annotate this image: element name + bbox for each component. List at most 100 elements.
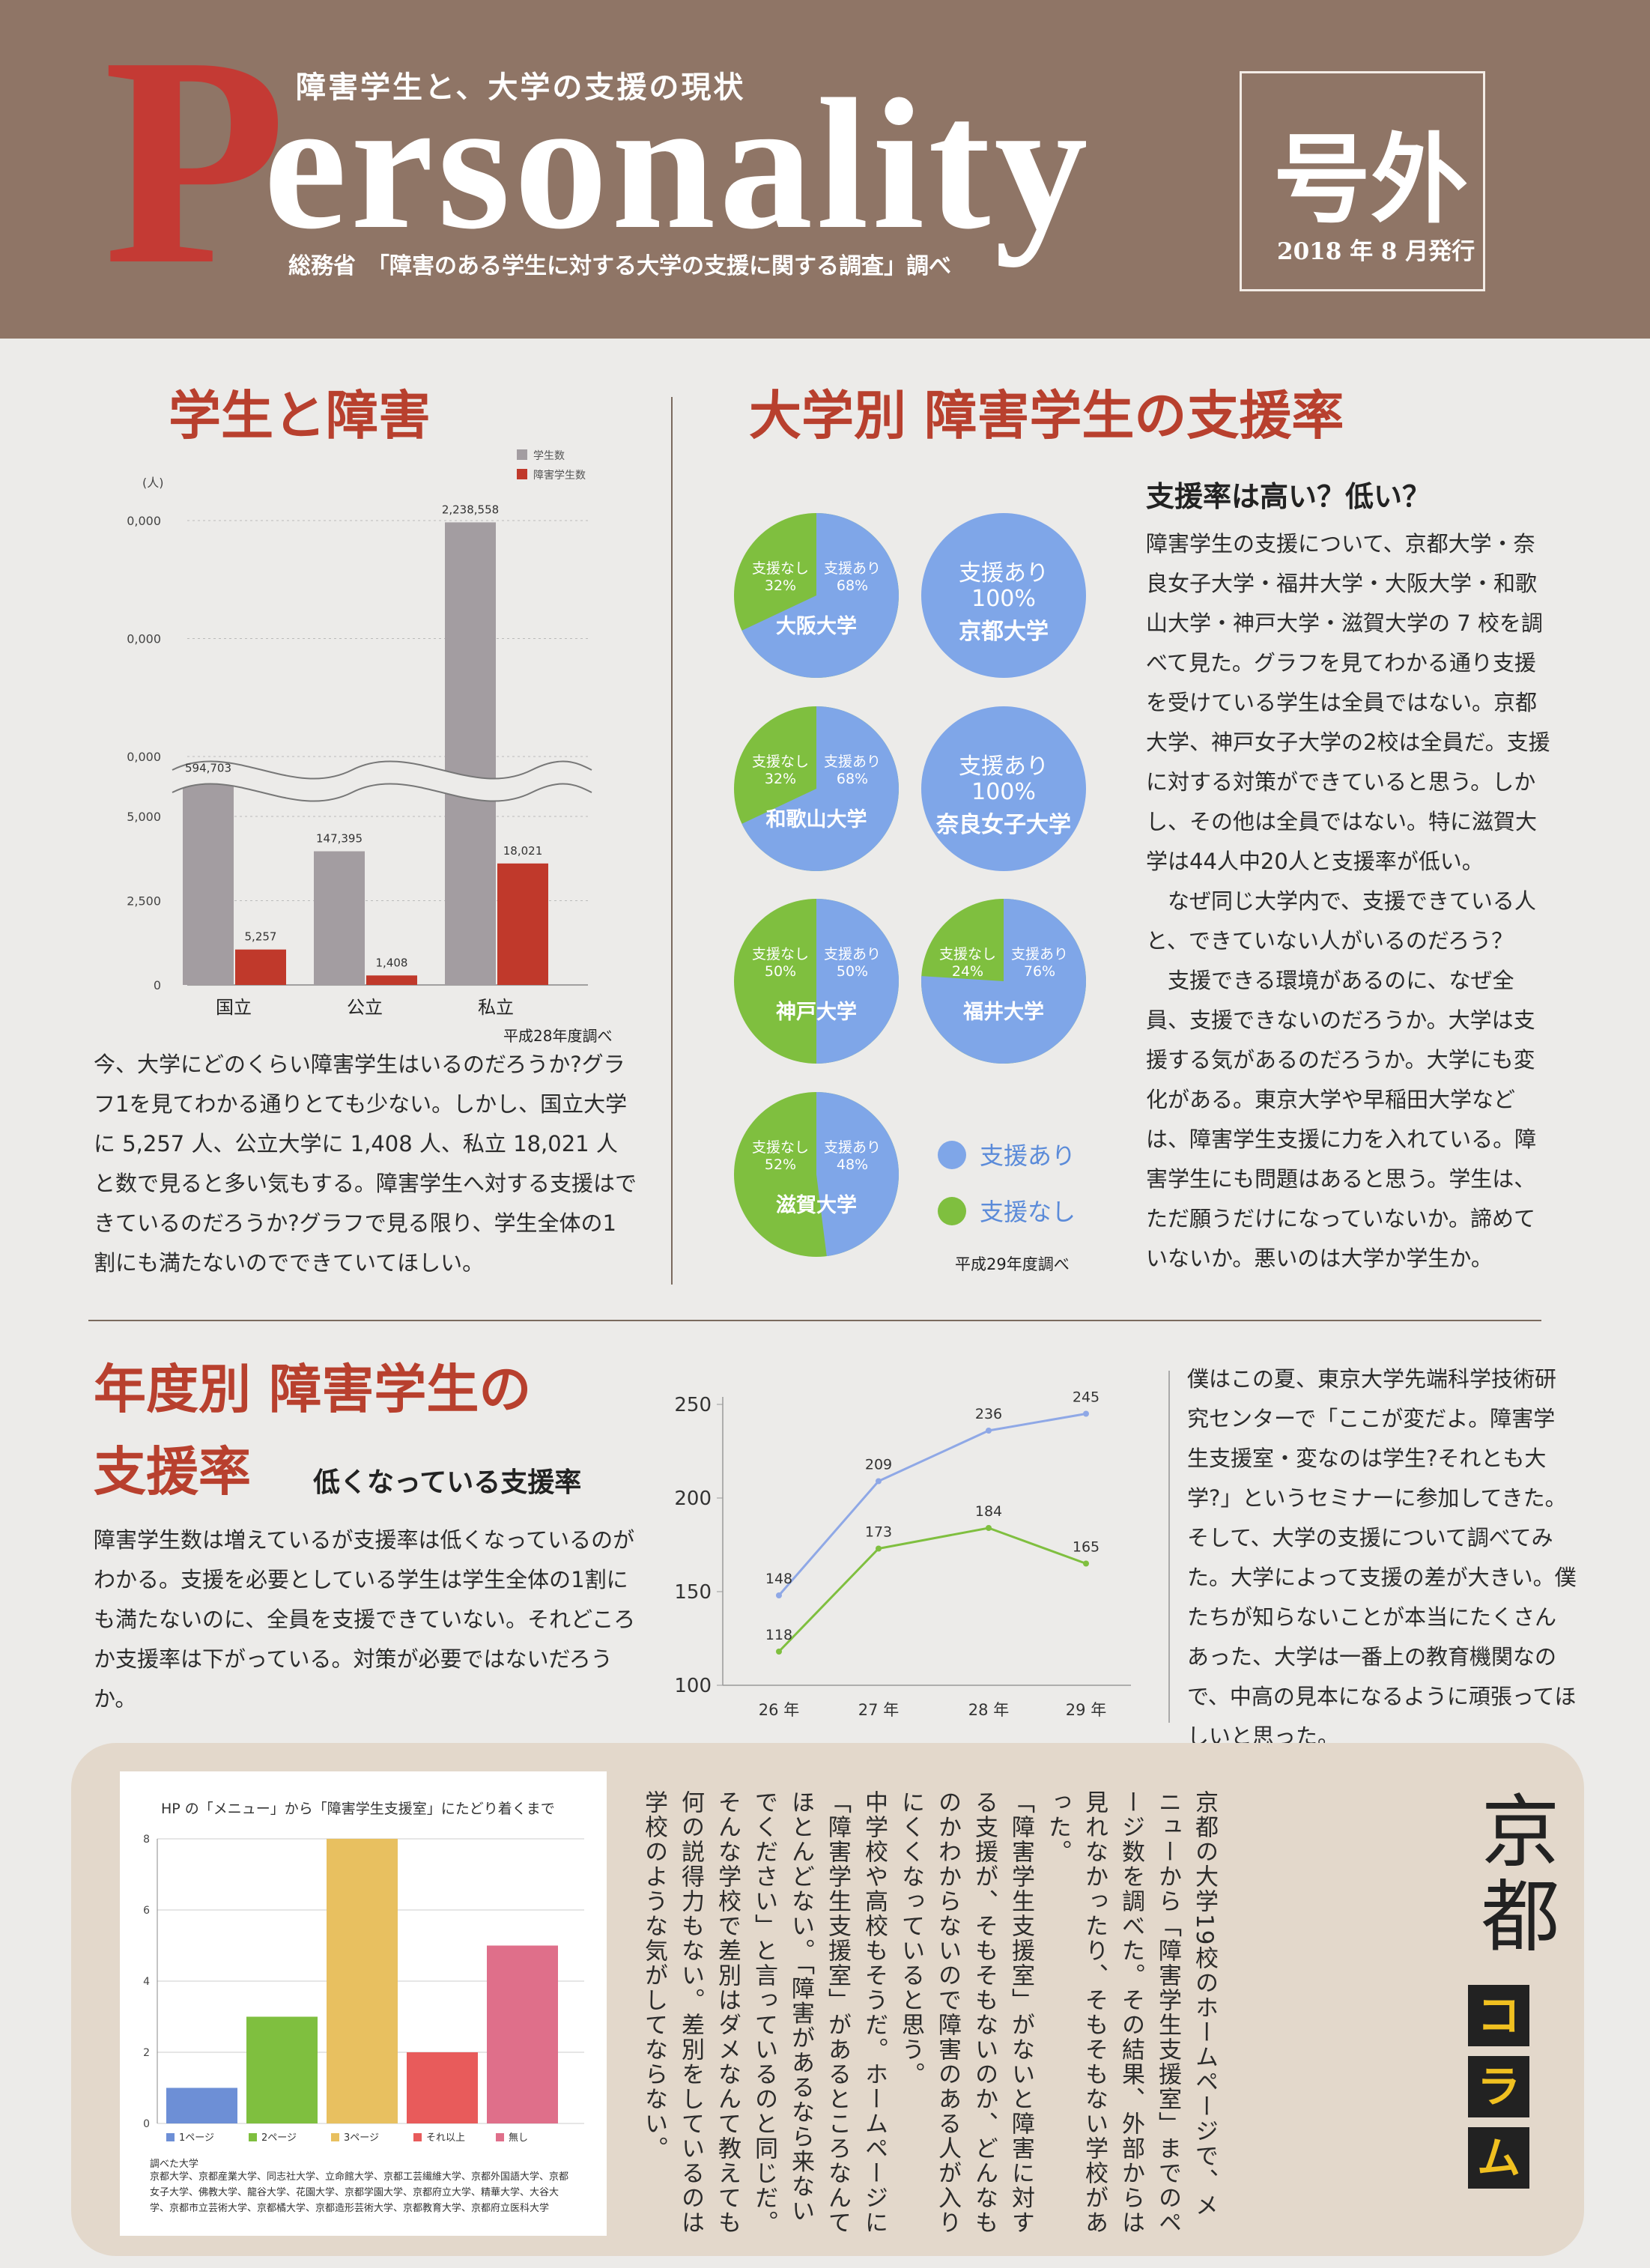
pie-no-label: 52% [765, 1156, 796, 1173]
y-tick-label: 2,250,000 [127, 514, 161, 528]
pie-university-name: 奈良女子大学 [935, 812, 1071, 838]
column-chart-title: HP の「メニュー」から「障害学生支援室」にたどり着くまで [161, 1801, 555, 1817]
pie-yes-label: 48% [837, 1156, 868, 1173]
column-text: 京都の大学19校のホームページで、メニューから「障害学生支援室」までのページ数を… [640, 1790, 1218, 2235]
pie-no-label: 支援なし [939, 946, 996, 962]
column-label-mu: ム [1468, 2127, 1529, 2189]
y-tick-label: 0 [143, 2118, 150, 2130]
section2-title: 大学別 障害学生の支援率 [749, 385, 1344, 446]
logo-initial: P [103, 0, 287, 327]
pie-yes-label: 50% [837, 963, 868, 980]
legend-label: 1ページ [179, 2132, 214, 2144]
student-count-bar [183, 780, 234, 985]
data-label: 165 [1073, 1539, 1100, 1556]
section2-chart-note: 平成29年度調べ [955, 1255, 1070, 1273]
y-tick-label: 250 [674, 1394, 712, 1416]
students-disability-bar-chart: 0 12,500 25,000 750,000 1,500,000 2,250,000 (人… [127, 449, 592, 1018]
data-label: 184 [975, 1503, 1002, 1520]
y-tick-label: 2 [143, 2047, 150, 2059]
column-label-kyoto: 京都 [1468, 1790, 1559, 1959]
pie-university-name: 和歌山大学 [766, 807, 867, 831]
pie-no-label: 支援なし [752, 560, 809, 577]
pie-slice-yes [921, 706, 1086, 871]
legend-no-label: 支援なし [980, 1198, 1076, 1226]
y-tick-label: 4 [143, 1976, 150, 1988]
support-rate-pie-charts: 支援なし32%支援あり68%大阪大学支援あり100%京都大学支援なし32%支援あ… [734, 513, 1086, 1257]
section3-title-line2: 支援率 [94, 1441, 251, 1503]
pie-no-label: 支援なし [752, 1139, 809, 1156]
pie-slice-yes [741, 513, 899, 678]
section3-title-line1: 年度別 障害学生の [94, 1359, 532, 1420]
series-line-1 [777, 1413, 1087, 1596]
surveyed-label: 調べた大学 [150, 2159, 199, 2170]
series-point [776, 1649, 782, 1655]
data-label: 148 [765, 1571, 792, 1587]
section3-side-text: 僕はこの夏、東京大学先端科学技術研究センターで「ここが変だよ。障害学生支援室・変… [1187, 1366, 1577, 1749]
legend-label-disabled: 障害学生数 [533, 470, 586, 482]
pie-yes-label: 支援あり [824, 754, 881, 770]
side-divider [1168, 1371, 1170, 1723]
gogai-label: 号外 [1273, 123, 1469, 237]
series-point [986, 1428, 992, 1434]
pie-no-label: 32% [765, 771, 796, 787]
legend-yes-swatch [938, 1141, 966, 1169]
x-tick-label: 27 年 [858, 1701, 899, 1719]
pie-yes-label: 100% [971, 779, 1036, 805]
series-point [986, 1525, 992, 1531]
pie-university-name: 京都大学 [959, 619, 1049, 645]
legend-yes-label: 支援あり [980, 1141, 1076, 1170]
section3-body: 障害学生数は増えているが支援率は低くなっているのがわかる。支援を必要としている学… [94, 1527, 636, 1711]
x-category-label: 私立 [478, 997, 514, 1018]
y-tick-label: 8 [143, 1834, 150, 1846]
data-label: 173 [865, 1524, 892, 1541]
y-tick-label: 200 [674, 1488, 712, 1510]
disabled-count-bar [235, 949, 286, 985]
section2-para-1: 障害学生の支援について、京都大学・奈良女子大学・福井大学・大阪大学・和歌山大学・… [1146, 531, 1550, 874]
pie-no-label: 支援なし [752, 946, 809, 962]
series-point [1083, 1560, 1089, 1567]
pie-no-label: 支援なし [752, 754, 809, 770]
pie-yes-label: 100% [971, 586, 1036, 612]
y-tick-label: 25,000 [127, 810, 161, 824]
logo-text: ersonality [264, 61, 1092, 268]
legend-swatch [331, 2133, 339, 2141]
axis-break-wave [172, 783, 592, 802]
column-divider [671, 397, 673, 1285]
pie-slice-yes [921, 899, 1086, 1064]
pie-no-label: 24% [952, 963, 983, 980]
student-count-label: 2,238,558 [442, 503, 499, 516]
pie-slice-yes [741, 706, 899, 871]
legend-no-swatch [938, 1197, 966, 1225]
page-count-bar [407, 2052, 478, 2123]
column-label-ra: ラ [1468, 2056, 1529, 2117]
legend-swatch [166, 2133, 175, 2141]
pie-yes-label: 支援あり [824, 1139, 881, 1156]
axis-break-wave [172, 760, 592, 780]
section3-subtitle: 低くなっている支援率 [313, 1467, 582, 1498]
page-count-bar [246, 2016, 318, 2123]
pie-slice-yes [816, 1092, 900, 1257]
legend-label: 3ページ [344, 2132, 379, 2144]
series-point [876, 1545, 882, 1552]
y-tick-label: 100 [674, 1675, 712, 1697]
disabled-count-label: 5,257 [245, 930, 277, 944]
axis-break-band [172, 761, 592, 801]
section2-para-3: 支援できる環境があるのに、なぜ全員、支援できないのだろうか。大学は支援する気があ… [1146, 968, 1537, 1271]
section2-subheading: 支援率は高い？低い？ [1146, 480, 1431, 513]
disabled-count-label: 18,021 [503, 844, 543, 858]
page-count-bar [166, 2087, 237, 2123]
column-label-ko: コ [1468, 1985, 1529, 2046]
pie-university-name: 神戸大学 [776, 1000, 857, 1024]
y-tick-label: 6 [143, 1905, 150, 1917]
legend-label-students: 学生数 [533, 450, 565, 462]
student-count-label: 147,395 [316, 832, 363, 846]
student-count-bar [314, 851, 365, 985]
legend-swatch-students [517, 449, 527, 460]
pie-no-label: 32% [765, 577, 796, 594]
x-category-label: 公立 [347, 997, 383, 1018]
section1-title: 学生と障害 [169, 385, 431, 446]
